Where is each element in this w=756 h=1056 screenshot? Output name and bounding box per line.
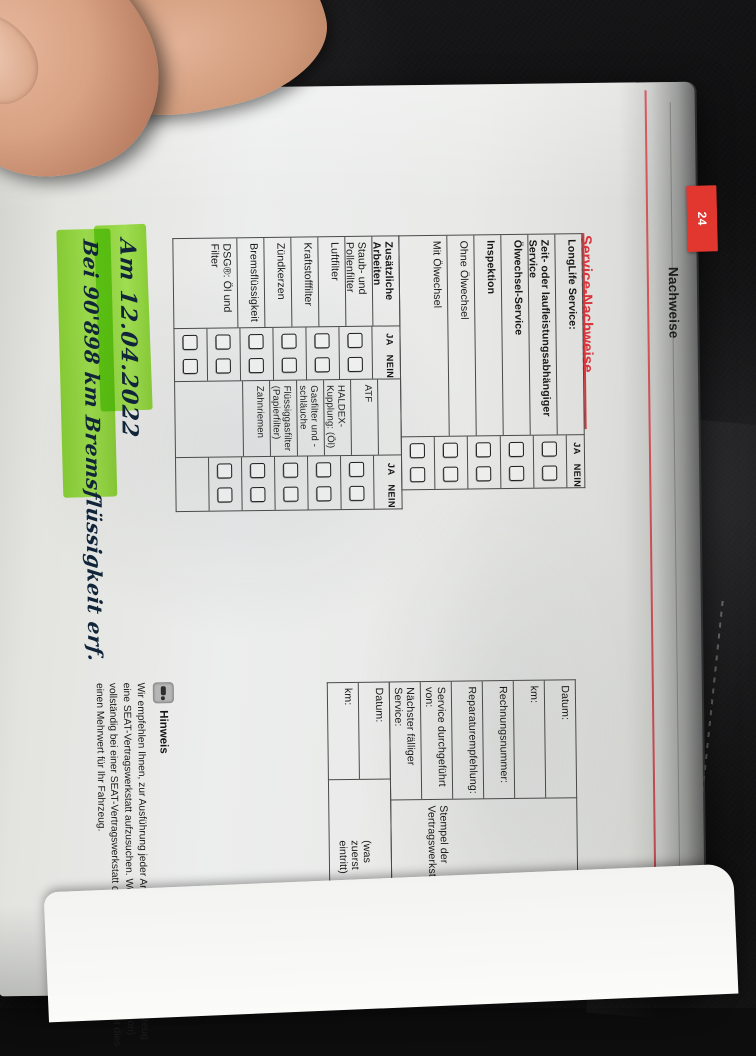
row-sublabel: ATF (350, 379, 378, 456)
checkbox-ja[interactable] (410, 443, 426, 459)
checkbox-ja[interactable] (281, 333, 298, 349)
checkbox-ja[interactable] (217, 463, 233, 480)
checkbox-row (273, 456, 308, 510)
column-header-nein: NEIN (386, 484, 397, 509)
checkbox-nein[interactable] (316, 486, 333, 502)
checkbox-nein[interactable] (443, 466, 459, 482)
extra-work-table: Zusätzliche Arbeiten Staub- und Pollenfi… (172, 235, 403, 512)
checkbox-row (306, 456, 341, 510)
checkbox-nein[interactable] (183, 358, 199, 374)
row-label: Ohne Ölwechsel (446, 235, 476, 436)
checkbox-nein[interactable] (283, 487, 300, 503)
field-service-durchgefuehrt-von[interactable]: Service durchgeführt von: (419, 681, 453, 800)
checkbox-nein[interactable] (249, 357, 265, 373)
checkbox-nein[interactable] (217, 487, 234, 504)
checkbox-row (239, 327, 274, 381)
checkbox-ja[interactable] (250, 463, 266, 479)
next-service-km[interactable]: km: (341, 687, 355, 706)
field-reparaturempfehlung[interactable]: Reparaturempfehlung: (450, 681, 484, 800)
service-record-table: LongLife Service: Zeit- oder laufleistun… (398, 233, 585, 490)
checkbox-ja[interactable] (509, 441, 525, 458)
checkbox-ja[interactable] (248, 333, 265, 349)
row-label: Bremsflüssigkeit (236, 237, 265, 328)
checkbox-ja[interactable] (215, 334, 232, 350)
page-red-rule (644, 90, 658, 971)
extra-work-title: Zusätzliche Arbeiten (370, 236, 400, 326)
checkbox-row (401, 436, 436, 490)
column-header-nein: NEIN (572, 463, 583, 488)
row-label: Inspektion (473, 235, 503, 436)
checkbox-row (338, 326, 373, 379)
checkbox-nein[interactable] (509, 465, 525, 482)
row-sublabel: Zahnriemen (242, 380, 270, 457)
checkbox-row (206, 328, 241, 381)
row-sublabel: Gasfilter und -schläuche (296, 380, 324, 457)
field-rechnungsnummer[interactable]: Rechnungsnummer: (481, 680, 515, 799)
checkbox-ja[interactable] (443, 442, 459, 458)
checkbox-row (467, 436, 502, 489)
checkbox-ja[interactable] (476, 442, 492, 458)
row-sublabel: Flüssiggasfilter (Papierfilter) (269, 380, 297, 457)
row-label: Staub- und Pollenfilter (343, 236, 373, 326)
next-service-datum[interactable]: Datum: (357, 682, 390, 780)
page-number-tab: 24 (686, 185, 718, 252)
row-label: Kraftstofffilter (290, 237, 319, 327)
record-table-wrapper: Datum: km: Rechnungsnummer: Reparaturemp… (327, 679, 579, 896)
checkbox-nein[interactable] (476, 466, 492, 482)
thumbnail (0, 0, 54, 119)
row-label: Zeit- oder laufleistungsabhängiger Servi… (526, 234, 557, 435)
checkbox-row (174, 328, 207, 380)
checkbox-ja[interactable] (182, 334, 199, 350)
checkbox-ja[interactable] (349, 462, 365, 478)
checkbox-ja[interactable] (542, 441, 558, 457)
row-label: DSG®: Öl und Filter (208, 243, 234, 313)
page-number: 24 (694, 211, 710, 226)
checkbox-nein[interactable] (348, 356, 364, 372)
field-datum[interactable]: Datum: (543, 680, 577, 799)
row-label: Ölwechsel-Service (500, 234, 530, 436)
checkbox-ja[interactable] (314, 332, 331, 349)
checkbox-ja[interactable] (283, 463, 299, 479)
checkbox-row (305, 326, 340, 380)
checkbox-ja[interactable] (347, 332, 364, 348)
column-header-ja: JA (386, 462, 397, 476)
checkbox-row (272, 327, 307, 380)
row-label: Mit Ölwechsel (430, 240, 444, 309)
field-km[interactable]: km: (512, 680, 546, 799)
column-header-ja: JA (571, 442, 582, 455)
chapter-title: Nachweise (665, 266, 682, 339)
row-label: LongLife Service: (554, 234, 584, 435)
next-service-subtable: Datum: km: (was zuerst eintritt) (327, 681, 393, 896)
page-inner-rule (669, 102, 682, 952)
checkbox-row (500, 435, 535, 489)
checkbox-nein[interactable] (216, 358, 232, 374)
service-booklet-page: 24 Nachweise Service-Nachweise LongLife … (0, 81, 718, 1046)
checkbox-row (533, 435, 568, 488)
checkbox-row (208, 457, 242, 511)
checkbox-ja[interactable] (316, 462, 332, 478)
info-box-icon (152, 682, 174, 704)
row-label: Luftfilter (317, 237, 346, 327)
checkbox-nein[interactable] (410, 467, 426, 483)
checkbox-row (339, 456, 374, 509)
checkbox-row (434, 436, 469, 490)
checkbox-nein[interactable] (315, 356, 331, 373)
checkbox-row (240, 457, 275, 510)
handwriting-line-1: Am 12.04.2022 (114, 237, 143, 440)
checkbox-nein[interactable] (250, 487, 267, 503)
column-header-ja: JA (384, 333, 395, 346)
checkbox-nein[interactable] (282, 357, 298, 373)
checkbox-nein[interactable] (349, 486, 366, 502)
page-content: 24 Nachweise Service-Nachweise LongLife … (0, 82, 718, 1046)
checkbox-nein[interactable] (542, 465, 558, 481)
record-table: Datum: km: Rechnungsnummer: Reparaturemp… (389, 679, 579, 895)
field-naechster-faelliger-service[interactable]: Nächster fälliger Service: (391, 687, 417, 766)
service-table-wrapper: LongLife Service: Zeit- oder laufleistun… (172, 233, 585, 512)
hinweis-title: Hinweis (157, 710, 171, 754)
row-label: Zündkerzen (263, 237, 292, 327)
row-sublabel: HALDEX-Kupplung: (Öl) (323, 379, 351, 456)
column-header-nein: NEIN (384, 354, 396, 379)
